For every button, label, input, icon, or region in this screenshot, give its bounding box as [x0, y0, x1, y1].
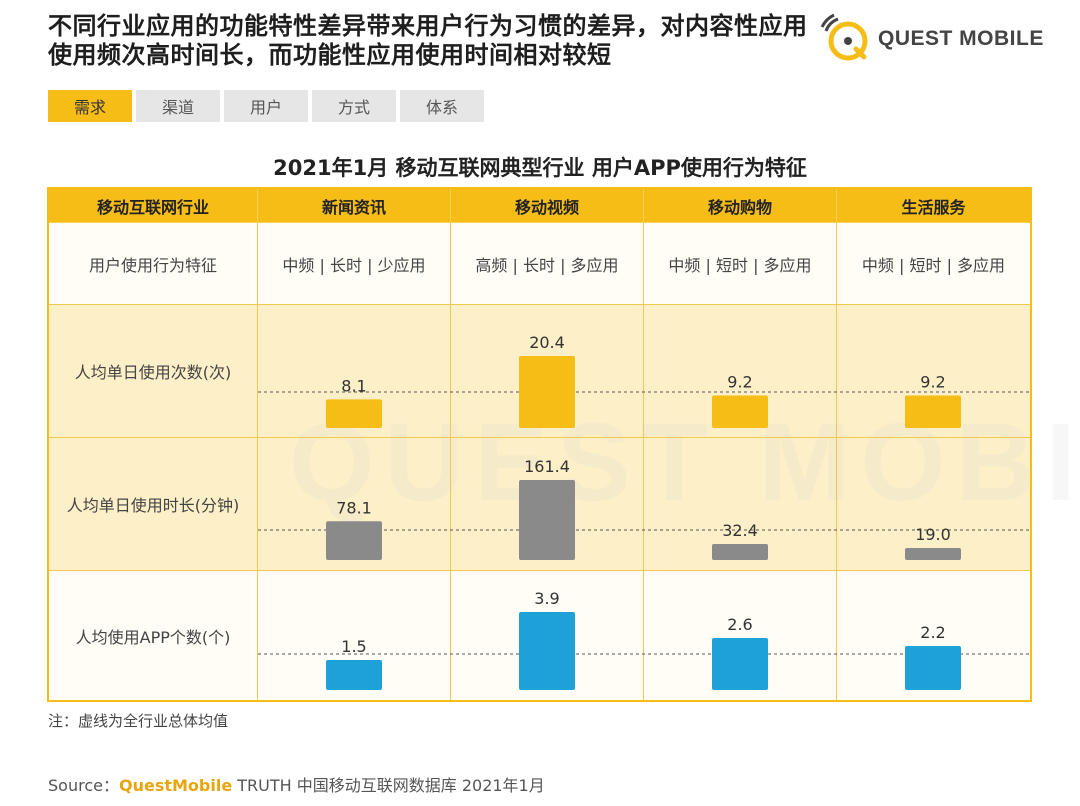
value-label-duration-news: 78.1	[336, 498, 372, 517]
bar-frequency-shopping	[712, 395, 768, 428]
header-row-label: 移动互联网行业	[49, 189, 258, 223]
traits-label: 用户使用行为特征	[49, 223, 258, 305]
header-life-service: 生活服务	[837, 189, 1030, 223]
bar-apps-news	[326, 660, 382, 690]
cell-dur-news	[258, 438, 451, 571]
tab-user[interactable]: 用户	[224, 90, 308, 122]
cell-apps-shopping	[644, 571, 837, 700]
value-label-apps-video: 3.9	[534, 589, 559, 608]
metric-label-duration: 人均单日使用时长(分钟)	[49, 438, 258, 571]
cell-freq-life	[837, 305, 1030, 438]
cell-freq-shopping	[644, 305, 837, 438]
cell-dur-video	[451, 438, 644, 571]
footnote: 注：虚线为全行业总体均值	[48, 712, 229, 730]
header-news: 新闻资讯	[258, 189, 451, 223]
traits-news: 中频 | 长时 | 少应用	[258, 223, 451, 305]
bar-apps-life-service	[905, 646, 961, 690]
bar-frequency-news	[326, 399, 382, 428]
tab-system[interactable]: 体系	[400, 90, 484, 122]
bar-frequency-video	[519, 356, 575, 428]
cell-dur-shopping	[644, 438, 837, 571]
table-title: 2021年1月 移动互联网典型行业 用户APP使用行为特征	[273, 156, 807, 180]
traits-life-service: 中频 | 短时 | 多应用	[837, 223, 1030, 305]
bar-apps-video	[519, 612, 575, 690]
value-label-apps-life-service: 2.2	[920, 623, 945, 642]
source-line: Source：QuestMobile TRUTH 中国移动互联网数据库 2021…	[48, 772, 545, 796]
metric-label-apps: 人均使用APP个数(个)	[49, 571, 258, 700]
value-label-frequency-shopping: 9.2	[727, 373, 752, 392]
tab-bar: 需求 渠道 用户 方式 体系	[48, 90, 488, 122]
cell-apps-video	[451, 571, 644, 700]
cell-freq-news	[258, 305, 451, 438]
header-video: 移动视频	[451, 189, 644, 223]
bar-frequency-life-service	[905, 395, 961, 428]
cell-freq-video	[451, 305, 644, 438]
value-label-frequency-news: 8.1	[341, 376, 366, 395]
questmobile-logo-icon	[820, 13, 868, 61]
source-rest: TRUTH 中国移动互联网数据库 2021年1月	[232, 776, 545, 795]
value-label-frequency-life-service: 9.2	[920, 373, 945, 392]
bar-duration-shopping	[712, 543, 768, 560]
value-label-duration-life-service: 19.0	[915, 525, 951, 544]
headline: 不同行业应用的功能特性差异带来用户行为习惯的差异，对内容性应用使用频次高时间长，…	[48, 12, 808, 69]
value-label-apps-shopping: 2.6	[727, 615, 752, 634]
cell-dur-life	[837, 438, 1030, 571]
traits-row-bg	[49, 223, 1030, 305]
tab-method[interactable]: 方式	[312, 90, 396, 122]
bar-apps-shopping	[712, 638, 768, 690]
bar-duration-news	[326, 521, 382, 560]
value-label-duration-shopping: 32.4	[722, 521, 758, 540]
logo-text: QUEST MOBILE	[878, 27, 1044, 50]
traits-video: 高频 | 长时 | 多应用	[451, 223, 644, 305]
source-brand: QuestMobile	[118, 776, 233, 795]
cell-apps-news	[258, 571, 451, 700]
source-prefix: Source：	[48, 776, 119, 795]
logo: QUEST MOBILE	[820, 12, 1044, 66]
bar-duration-life-service	[905, 548, 961, 560]
metric-label-frequency: 人均单日使用次数(次)	[49, 305, 258, 438]
tab-channel[interactable]: 渠道	[136, 90, 220, 122]
value-label-duration-video: 161.4	[524, 457, 570, 476]
bar-duration-video	[519, 480, 575, 560]
value-label-apps-news: 1.5	[341, 637, 366, 656]
value-label-frequency-video: 20.4	[529, 333, 565, 352]
traits-shopping: 中频 | 短时 | 多应用	[644, 223, 837, 305]
tab-demand[interactable]: 需求	[48, 90, 132, 122]
header-shopping: 移动购物	[644, 189, 837, 223]
